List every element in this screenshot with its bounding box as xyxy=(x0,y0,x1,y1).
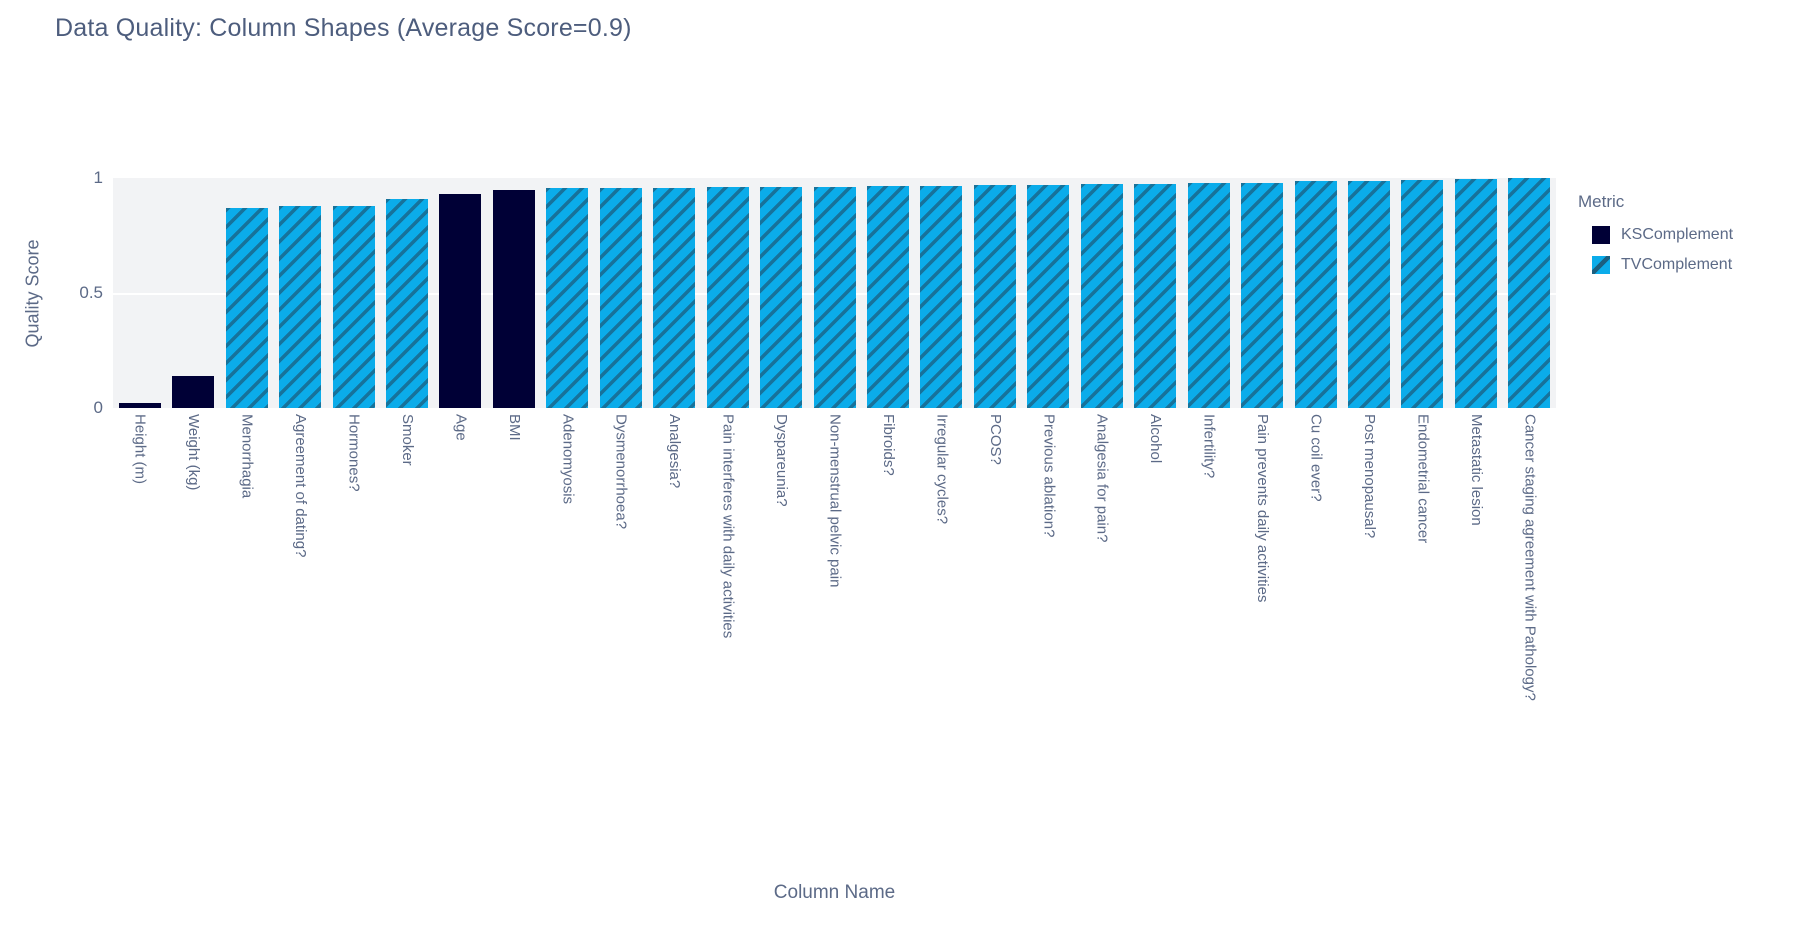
bar-pain-interferes-with-daily-activities xyxy=(706,187,749,408)
bar-menorrhagia xyxy=(225,207,268,408)
bar-irregular-cycles xyxy=(920,186,963,408)
bar-analgesia xyxy=(653,188,696,408)
y-tick-0: 0 xyxy=(93,398,103,417)
x-tick-label: Metastatic lesion xyxy=(1467,414,1485,526)
legend-label: TVComplement xyxy=(1621,256,1733,273)
bar-weight-kg xyxy=(172,375,215,408)
x-tick-label: Endometrial cancer xyxy=(1414,414,1432,544)
bar-age xyxy=(439,194,482,408)
x-tick-label: Hormones? xyxy=(345,414,363,492)
chart-title: Data Quality: Column Shapes (Average Sco… xyxy=(55,14,632,42)
bar-infertility xyxy=(1187,182,1230,408)
x-tick-label: Age xyxy=(452,414,470,441)
x-tick-label: Height (m) xyxy=(131,414,149,485)
bar-pain-prevents-daily-activities xyxy=(1241,182,1284,408)
x-tick-label: Cu coil ever? xyxy=(1307,414,1325,502)
bar-alcohol xyxy=(1134,183,1177,408)
x-tick-label: Adenomyosis xyxy=(559,414,577,505)
x-tick-label: Analgesia for pain? xyxy=(1093,414,1111,543)
legend-label: KSComplement xyxy=(1621,226,1734,243)
legend-title: Metric xyxy=(1578,192,1625,211)
x-tick-label: Previous ablation? xyxy=(1040,414,1058,538)
y-axis-title: Quality Score xyxy=(22,239,43,348)
x-tick-label: Weight (kg) xyxy=(185,414,203,491)
y-tick-0-5: 0.5 xyxy=(79,283,103,302)
x-tick-label: BMI xyxy=(505,414,523,441)
bar-bmi xyxy=(492,189,535,408)
bar-cancer-staging-agreement-with-pathology xyxy=(1508,178,1551,408)
x-tick-label: Analgesia? xyxy=(666,414,684,489)
x-tick-label: Dyspareunia? xyxy=(773,414,791,507)
x-tick-label: Pain prevents daily activities xyxy=(1254,414,1272,603)
legend: Metric KSComplement TVComplement xyxy=(1578,192,1733,286)
bar-metastatic-lesion xyxy=(1454,179,1497,408)
x-tick-label: Smoker xyxy=(398,414,416,466)
x-tick-labels: Height (m) Weight (kg) Menorrhagia Agreemen… xyxy=(113,414,1556,834)
bar-dysmenorrhoea xyxy=(599,188,642,408)
bar-hormones xyxy=(332,205,375,408)
bar-non-menstrual-pelvic-pain xyxy=(813,187,856,408)
x-axis-title: Column Name xyxy=(773,882,896,903)
x-tick-label: Menorrhagia xyxy=(238,414,256,499)
legend-item-kscomplement[interactable]: KSComplement xyxy=(1592,226,1733,244)
bar-fibroids xyxy=(866,186,909,408)
bar-smoker xyxy=(385,198,428,408)
x-tick-label: Infertility? xyxy=(1200,414,1218,479)
bar-height-m xyxy=(118,403,161,408)
x-tick-label: Pain interferes with daily activities xyxy=(719,414,737,639)
x-tick-label: Agreement of dating? xyxy=(292,414,310,558)
x-tick-label: Non-menstrual pelvic pain xyxy=(826,414,844,588)
x-tick-label: Cancer staging agreement with Pathology? xyxy=(1521,414,1539,701)
legend-item-tvcomplement[interactable]: TVComplement xyxy=(1592,256,1733,274)
bar-previous-ablation xyxy=(1027,184,1070,408)
x-tick-label: Irregular cycles? xyxy=(933,414,951,525)
x-tick-label: Alcohol xyxy=(1147,414,1165,464)
bar-endometrial-cancer xyxy=(1401,180,1444,408)
plot-area xyxy=(113,178,1556,408)
bar-adenomyosis xyxy=(546,188,589,408)
y-tick-1: 1 xyxy=(93,168,103,187)
x-tick-label: PCOS? xyxy=(986,414,1004,465)
x-tick-label: Post menopausal? xyxy=(1360,414,1378,539)
x-tick-label: Dysmenorrhoea? xyxy=(612,414,630,530)
bar-agreement-of-dating xyxy=(279,205,322,408)
bar-analgesia-for-pain xyxy=(1080,183,1123,408)
bar-cu-coil-ever xyxy=(1294,181,1337,408)
bar-pcos xyxy=(973,184,1016,408)
x-tick-label: Fibroids? xyxy=(879,414,897,476)
legend-swatch-icon xyxy=(1592,256,1610,274)
bar-dyspareunia xyxy=(760,187,803,408)
legend-swatch-icon xyxy=(1592,226,1610,244)
bar-post-menopausal xyxy=(1347,181,1390,408)
